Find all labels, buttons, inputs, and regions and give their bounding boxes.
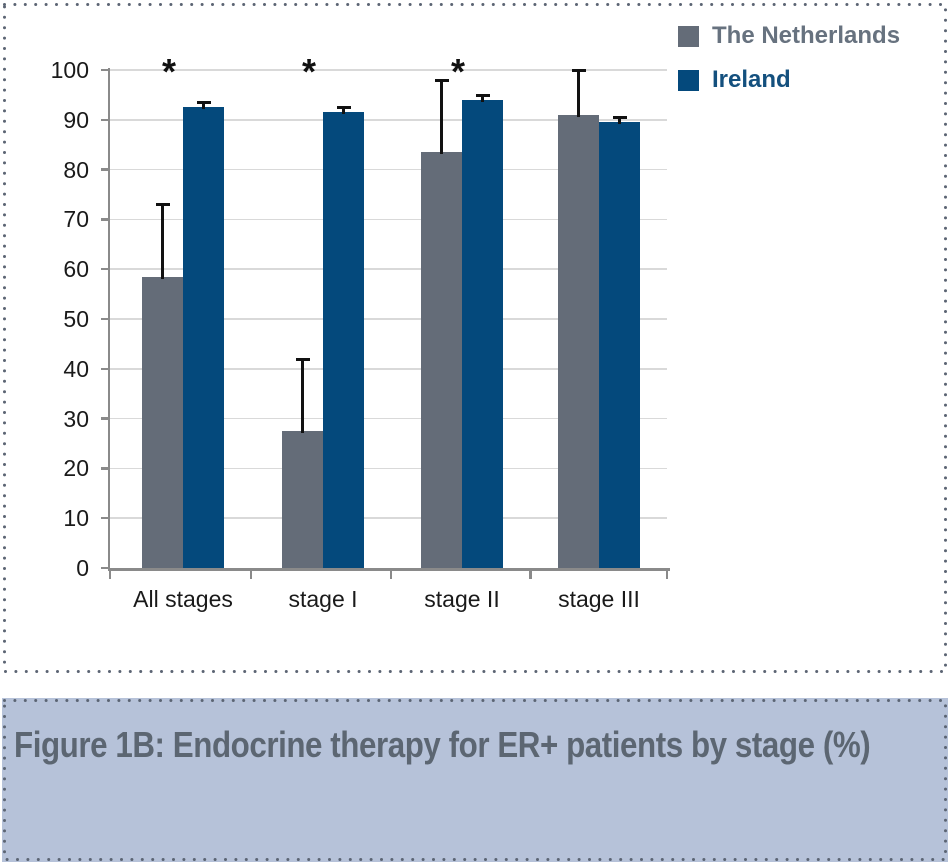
x-axis-tick-4: [665, 568, 669, 579]
error-bar-stem-the-netherlands-stage-i: [301, 358, 304, 434]
y-axis-label-70: 70: [63, 206, 89, 233]
significance-asterisk-stage-ii: *: [450, 51, 466, 92]
error-bar-cap-the-netherlands-stage-iii: [571, 69, 586, 72]
bar-the-netherlands-stage-i: [282, 431, 323, 568]
error-bar-cap-ireland-stage-ii: [475, 93, 490, 97]
y-axis-tick-40: [101, 367, 110, 371]
y-axis-tick-100: [101, 68, 110, 72]
gridline-10: [110, 517, 667, 519]
error-bar-cap-the-netherlands-stage-ii: [434, 78, 449, 82]
x-axis-tick-0: [108, 568, 112, 579]
legend-item-the-netherlands: The Netherlands: [678, 22, 901, 49]
error-bar-cap-the-netherlands-stage-i: [295, 357, 310, 361]
y-axis-tick-50: [101, 317, 110, 321]
gridline-80: [110, 168, 667, 171]
gridline-70: [110, 218, 667, 221]
y-axis-tick-30: [101, 417, 110, 420]
bar-ireland-stage-ii: [462, 99, 503, 568]
gridline-50: [110, 318, 667, 320]
error-bar-cap-ireland-stage-iii: [612, 116, 627, 120]
significance-asterisk-stage-i: *: [301, 51, 317, 92]
error-bar-stem-ireland-stage-iii: [618, 117, 621, 125]
legend-swatch-icon: [678, 69, 699, 91]
x-axis-label-stage-ii: stage II: [424, 586, 500, 612]
gridline-20: [110, 467, 667, 470]
bar-ireland-stage-i: [323, 112, 364, 568]
y-axis-label-100: 100: [50, 57, 89, 83]
y-axis-label-80: 80: [63, 156, 89, 183]
legend-label: Ireland: [712, 66, 791, 93]
y-axis-tick-60: [101, 267, 110, 271]
caption-panel-dotted-border: [3, 699, 947, 861]
y-axis-label-60: 60: [63, 256, 89, 283]
error-bar-stem-the-netherlands-all-stages: [161, 204, 164, 279]
significance-asterisk-all-stages: *: [161, 51, 177, 92]
error-bar-cap-the-netherlands-all-stages: [155, 203, 170, 207]
chart-legend: The Netherlands Ireland: [678, 22, 901, 111]
error-bar-stem-the-netherlands-stage-iii: [577, 70, 580, 117]
x-axis-tick-1: [249, 568, 253, 579]
y-axis-label-90: 90: [63, 106, 89, 133]
x-axis-label-all-stages: All stages: [133, 586, 233, 612]
x-axis-label-stage-i: stage I: [288, 586, 358, 612]
legend-swatch-icon: [678, 25, 699, 47]
x-axis-label-stage-iii: stage III: [558, 586, 640, 612]
y-axis-tick-80: [101, 168, 110, 171]
error-bar-cap-ireland-all-stages: [196, 101, 211, 105]
error-bar-cap-ireland-stage-i: [336, 106, 351, 110]
y-axis-label-0: 0: [76, 555, 89, 581]
y-axis-label-10: 10: [63, 505, 89, 532]
y-axis-line: [107, 68, 110, 570]
bar-the-netherlands-stage-iii: [558, 114, 599, 568]
bar-the-netherlands-all-stages: [142, 276, 183, 568]
y-axis-label-30: 30: [63, 405, 89, 432]
bar-ireland-stage-iii: [599, 122, 640, 568]
y-axis-tick-10: [101, 516, 110, 520]
error-bar-stem-ireland-stage-ii: [481, 94, 484, 102]
gridline-30: [110, 417, 667, 420]
gridline-90: [110, 119, 667, 121]
figure-caption: Figure 1B: Endocrine therapy for ER+ pat…: [14, 724, 871, 765]
legend-item-ireland: Ireland: [678, 66, 900, 93]
legend-label: The Netherlands: [712, 22, 901, 49]
y-axis-tick-20: [101, 467, 110, 470]
y-axis-tick-0: [101, 566, 110, 570]
caption-panel: Figure 1B: Endocrine therapy for ER+ pat…: [2, 698, 948, 862]
error-bar-stem-ireland-all-stages: [202, 102, 205, 110]
y-axis-tick-90: [101, 118, 110, 122]
bar-chart: 0 10 20 30 40 50 60 70 80 90 100 * All stages * stage …: [2, 2, 948, 674]
gridline-40: [110, 368, 667, 370]
x-axis-tick-2: [389, 568, 393, 579]
x-axis-tick-3: [529, 568, 532, 579]
y-axis-tick-70: [101, 218, 110, 221]
gridline-60: [110, 268, 667, 270]
y-axis-label-50: 50: [63, 306, 89, 332]
y-axis-label-20: 20: [63, 455, 89, 482]
x-axis-line: [107, 568, 670, 571]
error-bar-stem-the-netherlands-stage-ii: [440, 79, 443, 155]
bar-the-netherlands-stage-ii: [421, 152, 462, 568]
y-axis-label-40: 40: [63, 355, 89, 382]
chart-panel: 0 10 20 30 40 50 60 70 80 90 100 * All stages * stage …: [2, 2, 948, 674]
error-bar-stem-ireland-stage-i: [342, 107, 345, 115]
gridline-100: [110, 69, 667, 71]
bar-ireland-all-stages: [183, 107, 224, 568]
